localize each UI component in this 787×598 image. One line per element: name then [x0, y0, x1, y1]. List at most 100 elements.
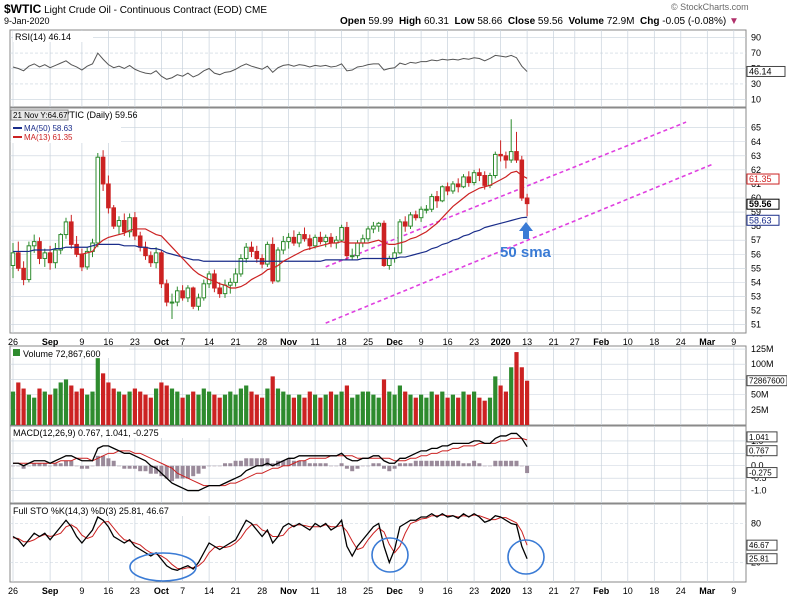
symbol-label: $WTIC — [4, 2, 42, 16]
volume-bar — [445, 397, 450, 425]
macd-histogram-bar — [21, 465, 26, 469]
macd-tick-label: 0.0 — [751, 461, 764, 471]
volume-bar — [397, 385, 402, 425]
volume-bar — [286, 394, 291, 425]
macd-histogram-bar — [138, 465, 143, 472]
sto-low-circle-1 — [371, 537, 409, 573]
volume-bar — [185, 394, 190, 425]
sto-value-tag: 25.81 — [749, 555, 770, 564]
volume-bar — [154, 388, 159, 425]
x-tick-label: 25 — [363, 337, 373, 347]
macd-legend-bg — [11, 427, 221, 438]
x-tick-label: Mar — [699, 337, 716, 347]
macd-histogram-bar — [488, 465, 492, 467]
candle-body — [69, 221, 74, 245]
macd-histogram-bar — [143, 465, 148, 472]
macd-histogram-bar — [42, 463, 47, 467]
x-tick-label: 18 — [649, 337, 659, 347]
volume-bar — [519, 367, 524, 425]
x-tick-label: 24 — [676, 586, 686, 596]
vol-value-tag-box — [746, 375, 787, 387]
x-tick-label: 24 — [676, 337, 686, 347]
candle-body — [524, 197, 530, 205]
price-tick-label: 62 — [751, 165, 761, 175]
volume-bar — [74, 391, 79, 425]
macd-histogram-bar — [170, 465, 174, 482]
x-tick-label: 9 — [419, 586, 424, 596]
x-tick-label: 21 — [231, 337, 241, 347]
macd-histogram-bar — [85, 465, 90, 469]
macd-histogram-bar — [360, 465, 365, 467]
volume-bar — [339, 391, 344, 425]
volume-bar — [450, 394, 455, 425]
x-tick-label: 23 — [469, 586, 479, 596]
candle-body — [175, 290, 180, 303]
candle-body — [31, 241, 37, 247]
volume-bar — [148, 397, 153, 425]
macd-histogram-bar — [212, 465, 217, 467]
volume-bar — [307, 391, 312, 425]
volume-bar — [403, 391, 408, 425]
volume-bar — [159, 382, 164, 425]
volume-bar — [69, 385, 74, 425]
macd-histogram-bar — [117, 465, 121, 467]
candle-body — [159, 252, 164, 285]
volume-bar — [132, 388, 137, 425]
volume-bar — [477, 397, 482, 425]
candle-body — [180, 290, 185, 299]
macd-histogram-bar — [366, 465, 371, 467]
candle-body — [249, 246, 254, 252]
volume-bar — [53, 388, 58, 425]
candle-body — [243, 246, 249, 259]
x-tick-label: 9 — [731, 586, 736, 596]
x-tick-label: Sep — [42, 337, 59, 347]
macd-histogram-bar — [514, 460, 519, 467]
macd-histogram-bar — [509, 460, 514, 467]
macd-histogram-bar — [180, 465, 185, 479]
volume-bar — [376, 397, 381, 425]
candle-body — [328, 236, 334, 244]
rsi-tick-label: 70 — [751, 48, 761, 58]
volume-bar — [122, 394, 127, 425]
macd-histogram-bar — [334, 465, 339, 467]
x-tick-label: 9 — [731, 337, 736, 347]
volume-bar — [175, 391, 180, 425]
dropdown-arrow-icon[interactable]: ▼ — [728, 16, 739, 27]
volume-bar — [116, 391, 122, 425]
volume-bar — [169, 388, 175, 425]
candle-body — [413, 214, 419, 219]
candle-body — [493, 153, 498, 176]
candle-body — [79, 253, 85, 268]
macd-histogram-bar — [286, 458, 291, 467]
volume-bar — [26, 394, 31, 425]
volume-bar — [487, 397, 493, 425]
x-tick-label: 16 — [103, 337, 113, 347]
volume-bar — [318, 397, 323, 425]
vol-legend-bg — [11, 347, 129, 358]
macd-histogram-bar — [450, 460, 455, 467]
macd-histogram-bar — [249, 458, 254, 467]
volume-bar — [111, 388, 116, 425]
price-tick-label: 57 — [751, 235, 761, 245]
macd-histogram-bar — [482, 465, 487, 467]
candle-body — [503, 155, 509, 161]
volume-bar — [138, 391, 143, 425]
price-tick-label: 53 — [751, 291, 761, 301]
macd-histogram-bar — [74, 465, 79, 467]
x-tick-label: 9 — [79, 586, 84, 596]
candle-body — [434, 196, 440, 202]
candle-body — [265, 243, 270, 265]
macd-histogram-bar — [175, 465, 180, 479]
volume-bar — [466, 394, 471, 425]
volume-bar — [429, 391, 434, 425]
volume-bar — [472, 391, 477, 425]
x-tick-label: 16 — [443, 586, 453, 596]
candle-body — [291, 236, 297, 244]
tooltip-label: 21 Nov Y:64.67 — [13, 111, 68, 120]
candle-body — [477, 172, 482, 176]
macd-histogram-bar — [233, 460, 238, 467]
volume-value: 72.9M — [606, 16, 635, 27]
volume-bar — [419, 394, 424, 425]
x-tick-label: Sep — [42, 586, 59, 596]
